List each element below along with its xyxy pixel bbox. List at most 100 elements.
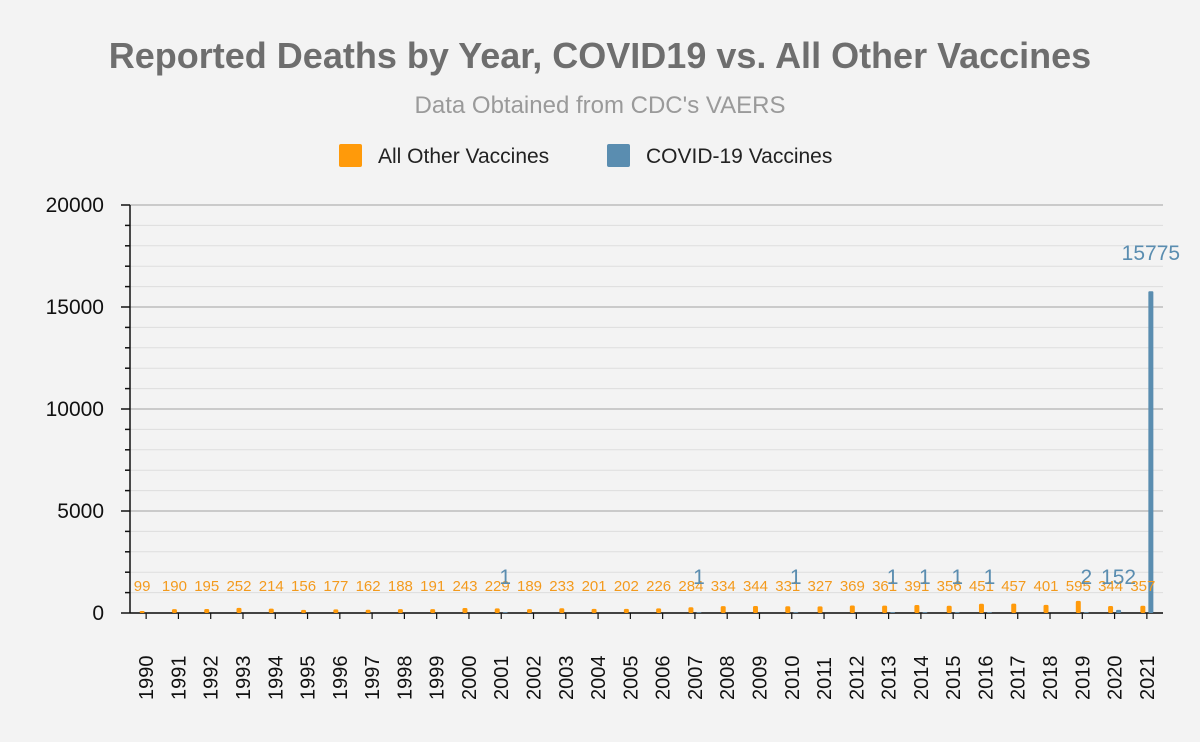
bar-other-vaccines[interactable] (171, 609, 177, 613)
x-tick-label: 1998 (394, 656, 416, 701)
bar-other-vaccines[interactable] (1140, 605, 1146, 613)
bar-other-vaccines[interactable] (752, 605, 758, 613)
data-label-other: 327 (808, 578, 833, 595)
bar-covid-vaccines[interactable] (986, 612, 992, 613)
data-label-covid: 15775 (1122, 242, 1180, 265)
data-label-other: 190 (162, 578, 187, 595)
x-tick-label: 1996 (330, 656, 352, 701)
x-tick-label: 2016 (975, 656, 997, 701)
bar-other-vaccines[interactable] (204, 609, 210, 613)
data-label-other: 391 (904, 578, 929, 595)
x-tick-label: 2014 (911, 656, 933, 701)
x-tick-label: 2009 (749, 656, 771, 701)
bar-other-vaccines[interactable] (397, 609, 403, 613)
bar-other-vaccines[interactable] (1011, 603, 1017, 613)
data-label-other: 595 (1066, 578, 1091, 595)
x-tick-label: 2021 (1137, 656, 1159, 701)
data-label-other: 357 (1130, 578, 1155, 595)
bar-other-vaccines[interactable] (527, 609, 533, 613)
bar-other-vaccines[interactable] (882, 605, 888, 613)
bar-covid-vaccines[interactable] (922, 612, 928, 613)
bar-other-vaccines[interactable] (1043, 604, 1049, 613)
legend: All Other Vaccines COVID-19 Vaccines (339, 144, 832, 168)
bar-other-vaccines[interactable] (720, 606, 726, 613)
x-tick-label: 1990 (136, 656, 158, 701)
bar-other-vaccines[interactable] (914, 605, 920, 613)
bar-other-vaccines[interactable] (978, 603, 984, 613)
data-label-other: 214 (259, 578, 284, 595)
data-label-other: 369 (840, 578, 865, 595)
bar-covid-vaccines[interactable] (502, 612, 508, 613)
bar-other-vaccines[interactable] (333, 609, 339, 613)
x-tick-label: 2007 (685, 656, 707, 701)
bar-other-vaccines[interactable] (494, 608, 500, 613)
y-tick-label: 15000 (46, 296, 104, 319)
bar-other-vaccines[interactable] (849, 605, 855, 613)
data-label-covid: 1 (984, 566, 996, 589)
data-label-other: 356 (937, 578, 962, 595)
bar-covid-vaccines[interactable] (696, 612, 702, 613)
data-label-other: 401 (1034, 578, 1059, 595)
legend-label-covid[interactable]: COVID-19 Vaccines (646, 145, 832, 168)
data-label-other: 202 (614, 578, 639, 595)
data-label-other: 252 (226, 578, 251, 595)
bar-other-vaccines[interactable] (785, 606, 791, 613)
chart-title: Reported Deaths by Year, COVID19 vs. All… (109, 35, 1091, 76)
y-tick-label: 10000 (46, 398, 104, 421)
bar-other-vaccines[interactable] (656, 608, 662, 613)
bar-other-vaccines[interactable] (139, 610, 145, 613)
x-tick-label: 2015 (943, 656, 965, 701)
bar-other-vaccines[interactable] (268, 608, 274, 613)
x-tick-label: 2001 (491, 656, 513, 701)
bar-other-vaccines[interactable] (946, 605, 952, 613)
bar-other-vaccines[interactable] (462, 608, 468, 613)
bar-covid-vaccines[interactable] (890, 612, 896, 613)
bar-covid-vaccines[interactable] (1148, 291, 1154, 613)
data-label-other: 195 (194, 578, 219, 595)
data-label-other: 99 (134, 578, 151, 595)
data-label-other: 344 (743, 578, 768, 595)
x-tick-label: 2012 (846, 656, 868, 701)
x-tick-label: 1992 (201, 656, 223, 701)
legend-label-other[interactable]: All Other Vaccines (378, 145, 549, 168)
data-label-covid: 152 (1101, 566, 1136, 589)
legend-swatch-other[interactable] (339, 144, 362, 167)
bar-other-vaccines[interactable] (623, 608, 629, 613)
bar-other-vaccines[interactable] (430, 609, 436, 613)
bar-other-vaccines[interactable] (301, 609, 307, 613)
data-label-other: 457 (1001, 578, 1026, 595)
bar-other-vaccines[interactable] (688, 607, 694, 613)
data-label-covid: 1 (919, 566, 931, 589)
data-label-other: 284 (678, 578, 703, 595)
bar-other-vaccines[interactable] (817, 606, 823, 613)
bar-covid-vaccines[interactable] (1083, 612, 1089, 613)
data-label-covid: 2 (1080, 566, 1092, 589)
bar-other-vaccines[interactable] (1075, 600, 1081, 613)
bar-covid-vaccines[interactable] (793, 612, 799, 613)
y-tick-label: 5000 (57, 500, 104, 523)
x-tick-label: 1994 (265, 656, 287, 701)
bar-other-vaccines[interactable] (236, 607, 242, 613)
bar-other-vaccines[interactable] (1108, 605, 1114, 613)
bar-covid-vaccines[interactable] (1116, 609, 1122, 613)
x-tick-label: 2006 (653, 656, 675, 701)
data-label-other: 162 (356, 578, 381, 595)
bar-other-vaccines[interactable] (559, 608, 565, 613)
data-label-covid: 1 (951, 566, 963, 589)
bar-covid-vaccines[interactable] (954, 612, 960, 613)
y-tick-label: 20000 (46, 194, 104, 217)
chart-subtitle: Data Obtained from CDC's VAERS (415, 92, 786, 119)
legend-swatch-covid[interactable] (607, 144, 630, 167)
bar-other-vaccines[interactable] (591, 608, 597, 613)
bar-other-vaccines[interactable] (365, 609, 371, 613)
x-tick-label: 1993 (233, 656, 255, 701)
data-label-other: 188 (388, 578, 413, 595)
data-label-other: 344 (1098, 578, 1123, 595)
grid-lines (130, 204, 1163, 614)
data-label-other: 451 (969, 578, 994, 595)
x-tick-label: 2013 (879, 656, 901, 701)
data-label-other: 229 (485, 578, 510, 595)
